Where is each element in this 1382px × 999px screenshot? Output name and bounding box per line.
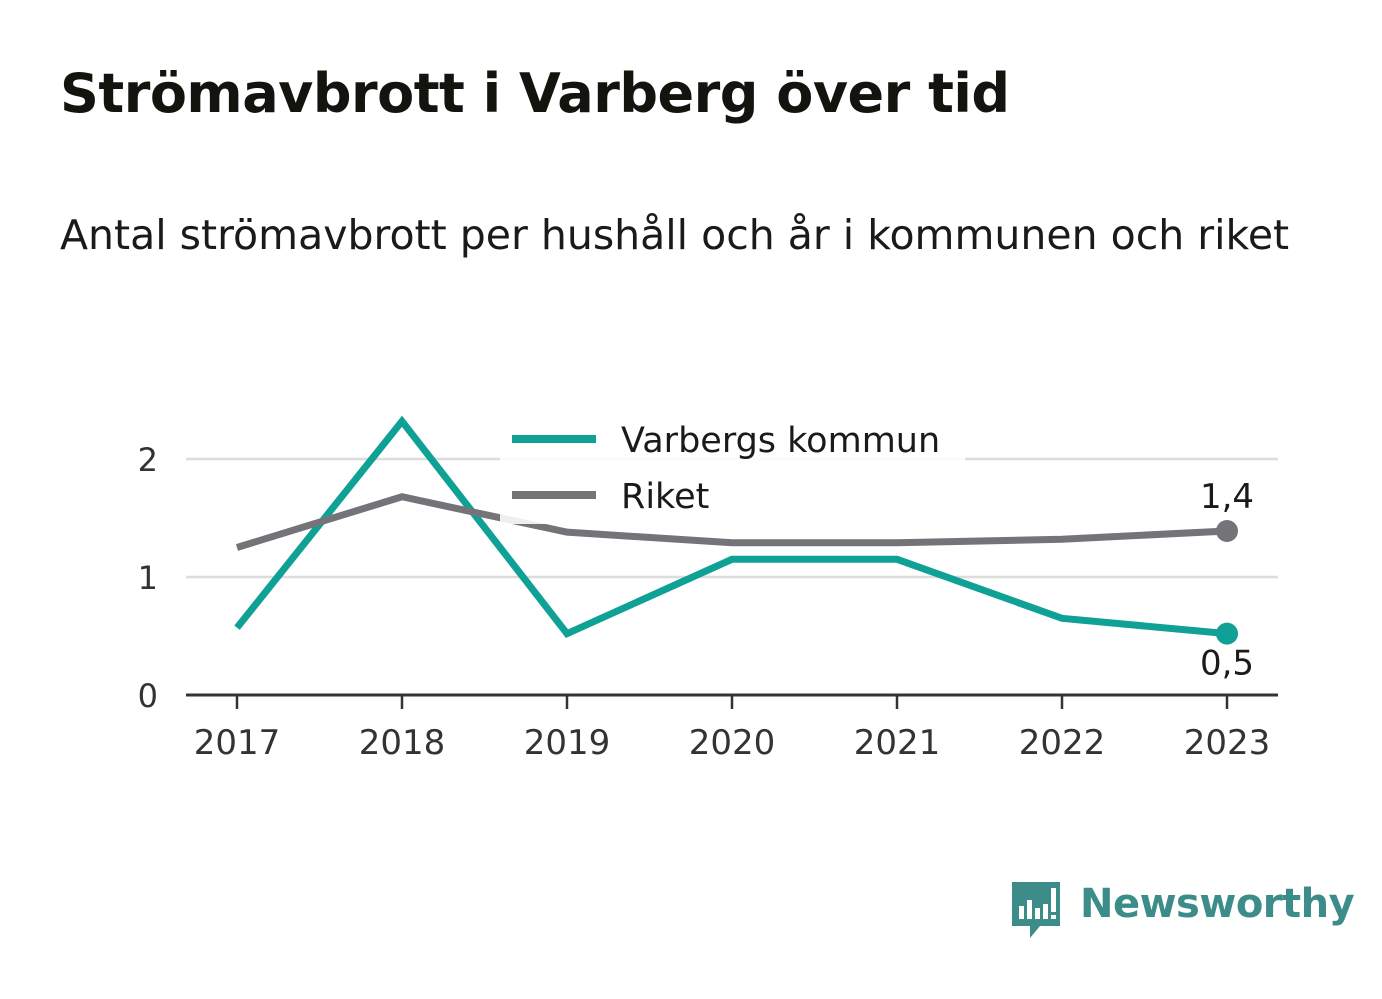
series-line-varbergs-kommun <box>234 415 1228 638</box>
end-point-1 <box>1216 519 1238 542</box>
x-tick-label-2018: 2018 <box>359 723 446 763</box>
chart-title: Strömavbrott i Varberg över tid <box>60 62 1010 125</box>
axes: 0 1 2 2017 2018 2019 2020 2021 2022 2023 <box>138 441 1278 763</box>
chart-subtitle: Antal strömavbrott per hushåll och år i … <box>60 211 1290 259</box>
x-tick-label-2021: 2021 <box>854 723 941 763</box>
newsworthy-logo-icon <box>1012 882 1060 938</box>
legend-background <box>500 412 965 524</box>
legend-label-1: Riket <box>621 477 709 517</box>
y-tick-label-1: 1 <box>138 559 158 597</box>
series-line-riket <box>235 493 1228 551</box>
x-tick-label-2020: 2020 <box>689 723 776 763</box>
y-tick-label-2: 2 <box>138 441 158 479</box>
end-label-0: 0,5 <box>1200 644 1254 684</box>
x-tick-label-2017: 2017 <box>194 723 281 763</box>
y-tick-label-0: 0 <box>138 677 158 715</box>
end-markers: 0,5 1,4 <box>1200 477 1254 684</box>
series-lines <box>234 415 1228 638</box>
end-point-0 <box>1216 622 1238 645</box>
newsworthy-logo-text: Newsworthy <box>1080 881 1355 927</box>
newsworthy-logo: Newsworthy <box>1010 878 1355 942</box>
x-tick-label-2023: 2023 <box>1184 723 1271 763</box>
legend-label-0: Varbergs kommun <box>621 421 940 461</box>
x-tick-label-2022: 2022 <box>1019 723 1106 763</box>
end-label-1: 1,4 <box>1200 477 1254 517</box>
x-tick-label-2019: 2019 <box>524 723 611 763</box>
legend: Varbergs kommun Riket <box>500 412 965 524</box>
